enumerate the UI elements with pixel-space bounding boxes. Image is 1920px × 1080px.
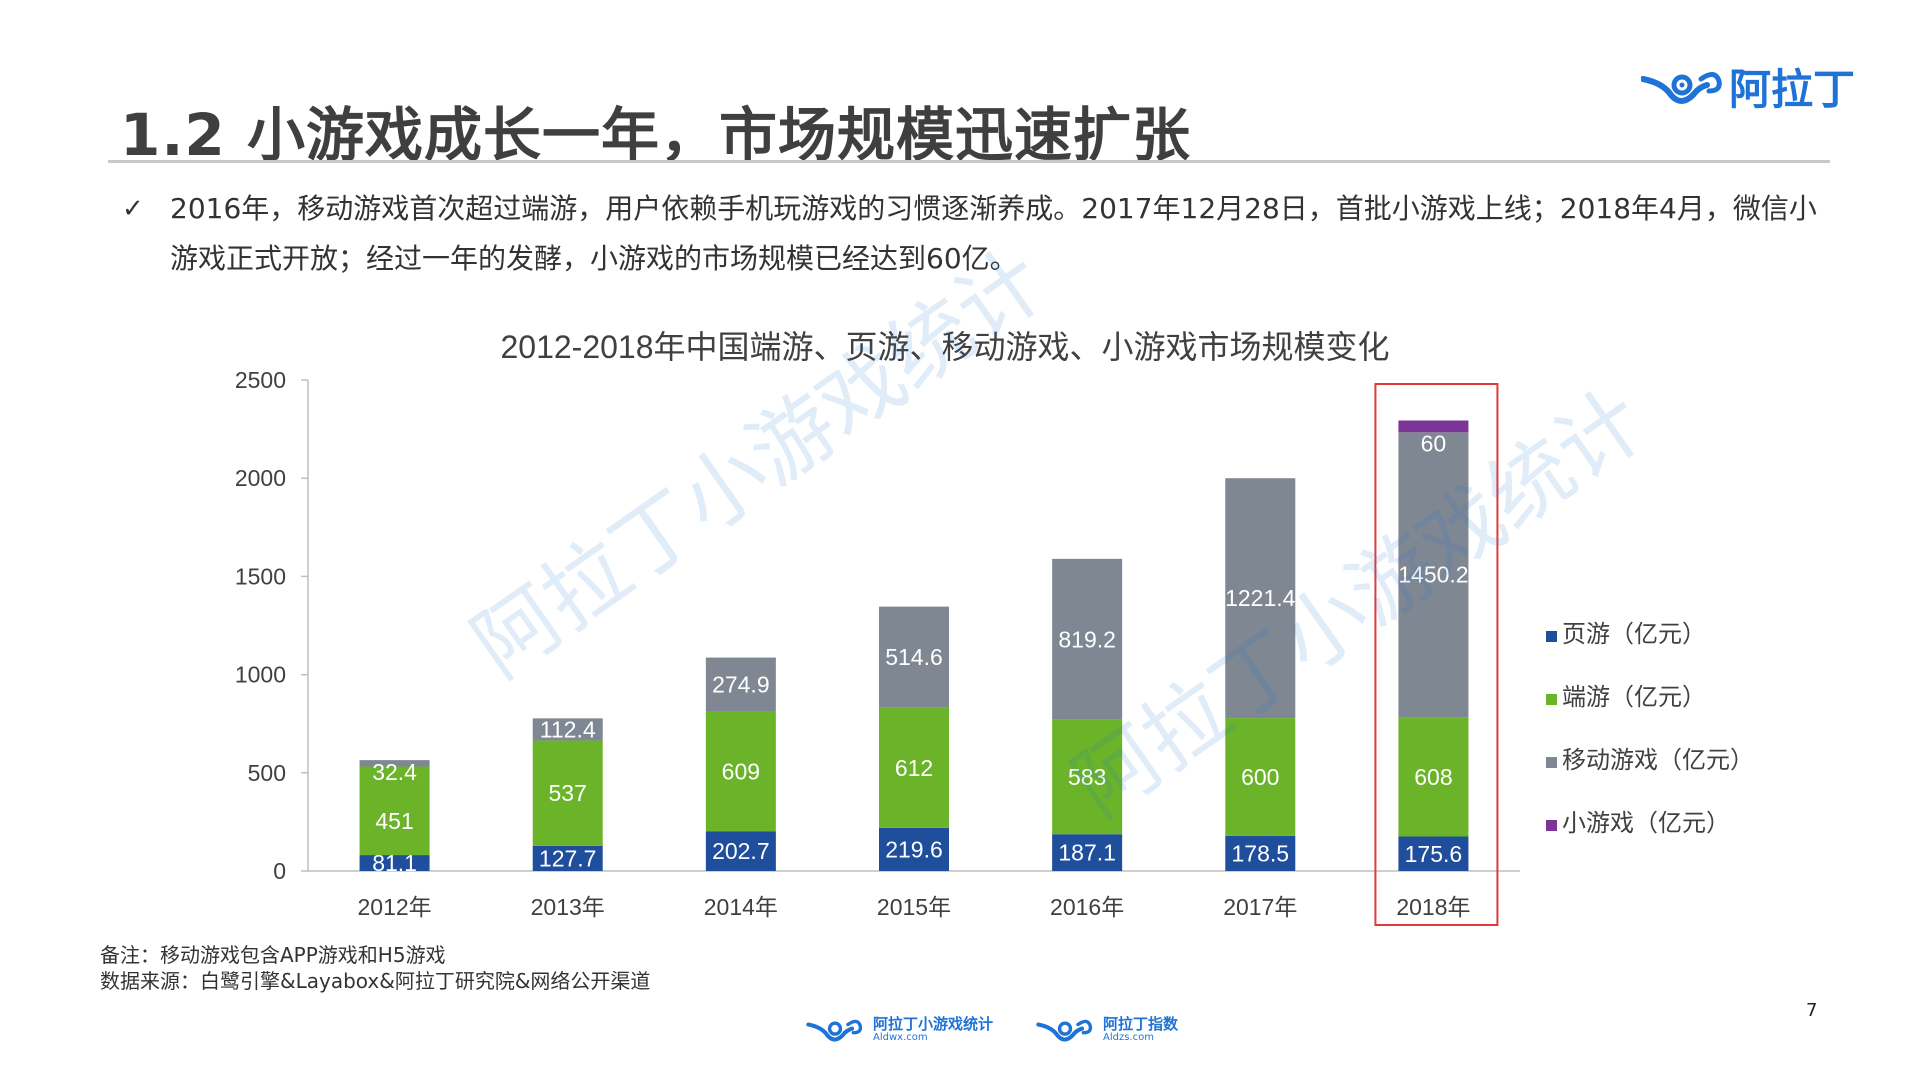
data-label: 451 [375, 808, 413, 834]
y-tick-label: 1000 [235, 662, 286, 688]
x-tick-label: 2018年 [1396, 894, 1470, 920]
aladdin-lamp-icon [1640, 71, 1722, 104]
data-label: 219.6 [885, 836, 943, 862]
legend-swatch [1546, 820, 1557, 831]
footer-logo-url: Aldzs.com [1103, 1032, 1154, 1043]
bar-segment [532, 845, 603, 871]
data-label: 600 [1241, 764, 1279, 790]
bar-segment [705, 657, 776, 712]
data-label: 32.4 [372, 759, 417, 785]
data-label: 608 [1414, 764, 1452, 790]
y-tick-label: 0 [273, 858, 286, 884]
bar-segment [532, 718, 603, 741]
title-divider [108, 160, 1830, 163]
legend-label: 端游（亿元） [1562, 684, 1706, 711]
bullet-text: 2016年，移动游戏首次超过端游，用户依赖手机玩游戏的习惯逐渐养成。2017年1… [170, 192, 1817, 275]
bar-segment [705, 831, 776, 871]
y-tick-label: 2000 [235, 465, 286, 491]
data-label: 187.1 [1058, 840, 1116, 866]
legend-label: 小游戏（亿元） [1562, 810, 1730, 837]
data-label: 514.6 [885, 644, 943, 670]
data-label: 609 [722, 758, 760, 784]
y-tick-label: 2500 [235, 367, 286, 393]
legend-swatch [1546, 694, 1557, 705]
aladdin-lamp-icon [1036, 1019, 1093, 1042]
note-remark: 备注：移动游戏包含APP游戏和H5游戏 [100, 943, 446, 967]
bar-segment [1052, 558, 1123, 720]
note-source: 数据来源：白鹭引擎&Layabox&阿拉丁研究院&网络公开渠道 [100, 969, 651, 993]
brand-logo-text: 阿拉丁 [1728, 65, 1855, 114]
bar-segment [879, 827, 949, 871]
data-label: 819.2 [1058, 626, 1116, 652]
brand-logo: 阿拉丁 [1640, 56, 1855, 117]
bar-segment [1398, 717, 1469, 837]
footer-logo-aldzs: 阿拉丁指数 Aldzs.com [1035, 1015, 1178, 1045]
data-label: 112.4 [540, 716, 596, 742]
x-tick-label: 2015年 [877, 894, 951, 920]
x-tick-label: 2013年 [531, 894, 605, 920]
data-label: 202.7 [712, 838, 770, 864]
legend-label: 移动游戏（亿元） [1562, 747, 1754, 774]
data-label: 583 [1068, 764, 1106, 790]
highlight-frame [1374, 383, 1499, 926]
footer-logo-aldwx: 阿拉丁小游戏统计 Aldwx.com [805, 1015, 993, 1045]
bar-segment [1052, 834, 1123, 871]
x-tick-label: 2016年 [1050, 894, 1124, 920]
footer-logo-title: 阿拉丁小游戏统计 [873, 1015, 994, 1033]
legend-label: 页游（亿元） [1562, 621, 1706, 648]
data-label: 175.6 [1405, 841, 1463, 867]
bar-segment [1225, 835, 1296, 871]
bar-segment [1398, 836, 1469, 871]
bar-segment [532, 740, 603, 846]
bar-segment [1225, 478, 1296, 719]
data-label: 1450.2 [1398, 562, 1468, 588]
legend-swatch [1546, 757, 1557, 768]
x-tick-label: 2012年 [357, 894, 431, 920]
bar-segment [359, 760, 430, 767]
y-tick-label: 500 [248, 760, 286, 786]
data-label: 274.9 [712, 672, 770, 698]
y-tick-label: 1500 [235, 563, 286, 589]
footer-logo-title: 阿拉丁指数 [1103, 1015, 1179, 1033]
bar-segment [879, 707, 949, 828]
bar-segment [1398, 432, 1469, 718]
x-tick-label: 2017年 [1223, 894, 1297, 920]
bar-segment [359, 855, 430, 871]
data-label: 127.7 [539, 845, 597, 871]
legend-swatch [1546, 631, 1557, 642]
bar-segment [705, 711, 776, 832]
bar-segment [879, 606, 949, 708]
data-label: 612 [895, 755, 933, 781]
x-tick-label: 2014年 [704, 894, 778, 920]
footer-logo-url: Aldwx.com [873, 1032, 928, 1043]
bar-segment [1398, 420, 1469, 433]
data-label: 178.5 [1232, 840, 1290, 866]
page-number: 7 [1806, 1000, 1818, 1021]
slide-title: 1.2 小游戏成长一年，市场规模迅速扩张 [120, 101, 1191, 169]
bar-segment [1052, 719, 1123, 835]
aladdin-lamp-icon [806, 1019, 863, 1042]
chart-title: 2012-2018年中国端游、页游、移动游戏、小游戏市场规模变化 [500, 329, 1389, 365]
notes: 备注：移动游戏包含APP游戏和H5游戏 数据来源：白鹭引擎&Layabox&阿拉… [100, 942, 650, 994]
data-label: 537 [549, 780, 587, 806]
data-label: 60 [1421, 430, 1447, 456]
bar-segment [1225, 718, 1296, 836]
check-icon: ✓ [122, 194, 144, 224]
data-label: 1221.4 [1225, 585, 1296, 611]
bar-segment [359, 766, 430, 856]
